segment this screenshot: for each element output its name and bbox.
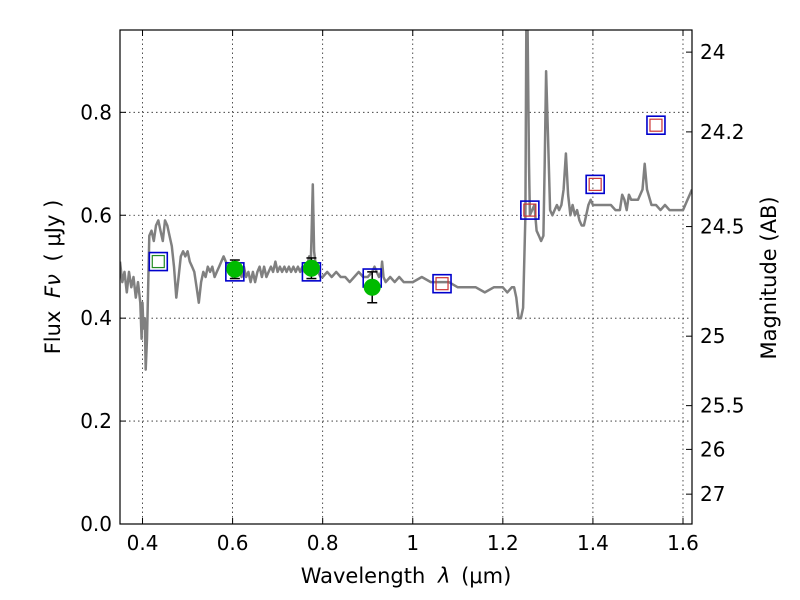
measured-point-1 xyxy=(302,257,320,280)
y-tick-label-3: 0.6 xyxy=(80,203,112,227)
y2-tick-label-1: 24.2 xyxy=(700,120,745,144)
y2-tick-label-5: 26 xyxy=(700,437,725,461)
x-tick-label-4: 1.2 xyxy=(487,531,519,555)
plot-frame xyxy=(119,29,693,525)
y2-tick-label-0: 24 xyxy=(700,40,725,64)
y2-tick-label-2: 24.5 xyxy=(700,215,745,239)
photometry-square-3-2 xyxy=(585,174,605,195)
y2-tick-label-4: 25.5 xyxy=(700,394,745,418)
y2-tick-label-6: 27 xyxy=(700,482,725,506)
y-tick-label-2: 0.4 xyxy=(80,306,112,330)
y2-axis-label: Magnitude (AB) xyxy=(757,196,781,359)
measured-point-2 xyxy=(363,271,381,304)
grid xyxy=(120,30,692,524)
x-tick-label-5: 1.4 xyxy=(577,531,609,555)
x-tick-label-2: 0.8 xyxy=(307,531,339,555)
y-tick-label-1: 0.2 xyxy=(80,409,112,433)
x-tick-label-0: 0.4 xyxy=(127,531,159,555)
axes: 0.4 0.6 0.8 1 1.2 1.4 1.6 0.0 0.2 0.4 0.6 0.8 24 24.2… xyxy=(80,30,745,555)
x-tick-label-1: 0.6 xyxy=(217,531,249,555)
y-tick-label-0: 0.0 xyxy=(80,512,112,536)
photometry-square-3-3 xyxy=(646,115,666,135)
photometry-square-3-0 xyxy=(432,273,452,294)
y2-tick-label-3: 25 xyxy=(700,324,725,348)
model-spectrum-line xyxy=(120,30,692,371)
y-axis-label: Flux Fν ( μJy ) xyxy=(41,200,65,355)
x-axis-label: Wavelength λ (μm) xyxy=(301,564,512,588)
photometry-square-3-1 xyxy=(520,200,540,220)
x-tick-label-3: 1 xyxy=(406,531,419,555)
photometry-square-1-0 xyxy=(148,251,169,272)
x-tick-label-6: 1.6 xyxy=(667,531,699,555)
y-tick-label-4: 0.8 xyxy=(80,100,112,124)
measured-point-0 xyxy=(226,259,244,280)
plot-series xyxy=(120,30,692,371)
